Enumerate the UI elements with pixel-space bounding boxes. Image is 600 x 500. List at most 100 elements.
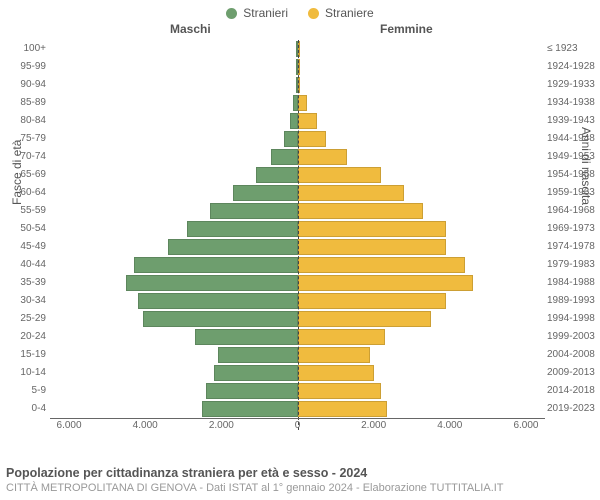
bar-male bbox=[218, 347, 298, 363]
legend-item-female: Straniere bbox=[308, 6, 374, 20]
bar-male bbox=[233, 185, 298, 201]
x-tick-label: 0 bbox=[295, 420, 301, 431]
birth-year-label: 1944-1948 bbox=[547, 130, 599, 148]
age-band-label: 85-89 bbox=[12, 94, 46, 112]
birth-year-label: 1924-1928 bbox=[547, 58, 599, 76]
bar-female bbox=[298, 149, 348, 165]
age-band-label: 55-59 bbox=[12, 202, 46, 220]
x-tick-label: 2.000 bbox=[209, 420, 234, 431]
bar-male bbox=[202, 401, 297, 417]
birth-year-label: 1979-1983 bbox=[547, 256, 599, 274]
age-band-label: 70-74 bbox=[12, 148, 46, 166]
bar-male bbox=[195, 329, 298, 345]
bar-male bbox=[134, 257, 298, 273]
bar-male bbox=[256, 167, 298, 183]
bar-female bbox=[298, 275, 473, 291]
bar-female bbox=[298, 239, 447, 255]
bar-male bbox=[271, 149, 298, 165]
bar-male bbox=[284, 131, 297, 147]
age-band-label: 100+ bbox=[12, 40, 46, 58]
bar-female bbox=[298, 131, 327, 147]
birth-year-label: 1934-1938 bbox=[547, 94, 599, 112]
bar-male bbox=[290, 113, 298, 129]
legend-swatch-female bbox=[308, 8, 319, 19]
column-headers: Maschi Femmine bbox=[0, 22, 600, 40]
birth-year-label: ≤ 1923 bbox=[547, 40, 599, 58]
age-band-label: 40-44 bbox=[12, 256, 46, 274]
x-tick-label: 6.000 bbox=[57, 420, 82, 431]
x-axis-ticks: 6.000 4.000 2.000 0 2.000 4.000 6.000 bbox=[50, 420, 545, 436]
age-band-label: 50-54 bbox=[12, 220, 46, 238]
age-band-label: 0-4 bbox=[12, 400, 46, 418]
bar-female bbox=[298, 257, 466, 273]
bar-female bbox=[298, 167, 382, 183]
x-tick-label: 6.000 bbox=[513, 420, 538, 431]
bar-female bbox=[298, 401, 387, 417]
bar-female bbox=[298, 221, 447, 237]
age-band-label: 65-69 bbox=[12, 166, 46, 184]
age-band-label: 20-24 bbox=[12, 328, 46, 346]
bar-female bbox=[298, 293, 447, 309]
age-band-label: 15-19 bbox=[12, 346, 46, 364]
column-header-male: Maschi bbox=[170, 22, 211, 36]
bar-female bbox=[298, 311, 431, 327]
age-band-label: 25-29 bbox=[12, 310, 46, 328]
column-header-female: Femmine bbox=[380, 22, 433, 36]
legend-label-male: Stranieri bbox=[243, 6, 288, 20]
bar-male bbox=[206, 383, 297, 399]
chart-footer: Popolazione per cittadinanza straniera p… bbox=[6, 466, 594, 494]
x-tick-label: 4.000 bbox=[437, 420, 462, 431]
footer-subtitle: CITTÀ METROPOLITANA DI GENOVA - Dati IST… bbox=[6, 482, 594, 494]
bar-male bbox=[138, 293, 298, 309]
legend-label-female: Straniere bbox=[325, 6, 374, 20]
birth-year-label: 2014-2018 bbox=[547, 382, 599, 400]
age-band-label: 90-94 bbox=[12, 76, 46, 94]
birth-year-label: 1969-1973 bbox=[547, 220, 599, 238]
legend: Stranieri Straniere bbox=[0, 0, 600, 22]
age-band-label: 35-39 bbox=[12, 274, 46, 292]
population-pyramid-chart: Stranieri Straniere Maschi Femmine Fasce… bbox=[0, 0, 600, 500]
age-band-label: 45-49 bbox=[12, 238, 46, 256]
legend-item-male: Stranieri bbox=[226, 6, 288, 20]
age-band-label: 5-9 bbox=[12, 382, 46, 400]
bar-male bbox=[210, 203, 298, 219]
bar-male bbox=[168, 239, 297, 255]
age-band-label: 60-64 bbox=[12, 184, 46, 202]
birth-year-label: 2009-2013 bbox=[547, 364, 599, 382]
age-band-label: 30-34 bbox=[12, 292, 46, 310]
birth-year-label: 2004-2008 bbox=[547, 346, 599, 364]
birth-year-label: 1929-1933 bbox=[547, 76, 599, 94]
birth-year-label: 1949-1953 bbox=[547, 148, 599, 166]
birth-year-label: 1954-1958 bbox=[547, 166, 599, 184]
footer-title: Popolazione per cittadinanza straniera p… bbox=[6, 466, 594, 480]
bar-male bbox=[143, 311, 297, 327]
birth-year-label: 1984-1988 bbox=[547, 274, 599, 292]
bar-female bbox=[298, 329, 386, 345]
birth-year-label: 1959-1963 bbox=[547, 184, 599, 202]
bar-male bbox=[187, 221, 297, 237]
age-band-label: 95-99 bbox=[12, 58, 46, 76]
birth-year-label: 2019-2023 bbox=[547, 400, 599, 418]
birth-year-label: 1964-1968 bbox=[547, 202, 599, 220]
age-band-label: 80-84 bbox=[12, 112, 46, 130]
birth-year-label: 1989-1993 bbox=[547, 292, 599, 310]
bar-female bbox=[298, 347, 370, 363]
x-tick-label: 2.000 bbox=[361, 420, 386, 431]
x-tick-label: 4.000 bbox=[133, 420, 158, 431]
bar-female bbox=[298, 203, 424, 219]
bar-female bbox=[298, 383, 382, 399]
birth-year-label: 1994-1998 bbox=[547, 310, 599, 328]
bar-male bbox=[214, 365, 298, 381]
plot-area: Fasce di età Anni di nascita 100+≤ 19239… bbox=[50, 40, 545, 430]
bar-female bbox=[298, 365, 374, 381]
age-band-label: 75-79 bbox=[12, 130, 46, 148]
x-axis-line bbox=[50, 418, 545, 419]
age-band-label: 10-14 bbox=[12, 364, 46, 382]
birth-year-label: 1999-2003 bbox=[547, 328, 599, 346]
bar-female bbox=[298, 95, 308, 111]
center-line bbox=[298, 40, 299, 430]
bar-female bbox=[298, 185, 405, 201]
birth-year-label: 1939-1943 bbox=[547, 112, 599, 130]
legend-swatch-male bbox=[226, 8, 237, 19]
bar-female bbox=[298, 113, 317, 129]
